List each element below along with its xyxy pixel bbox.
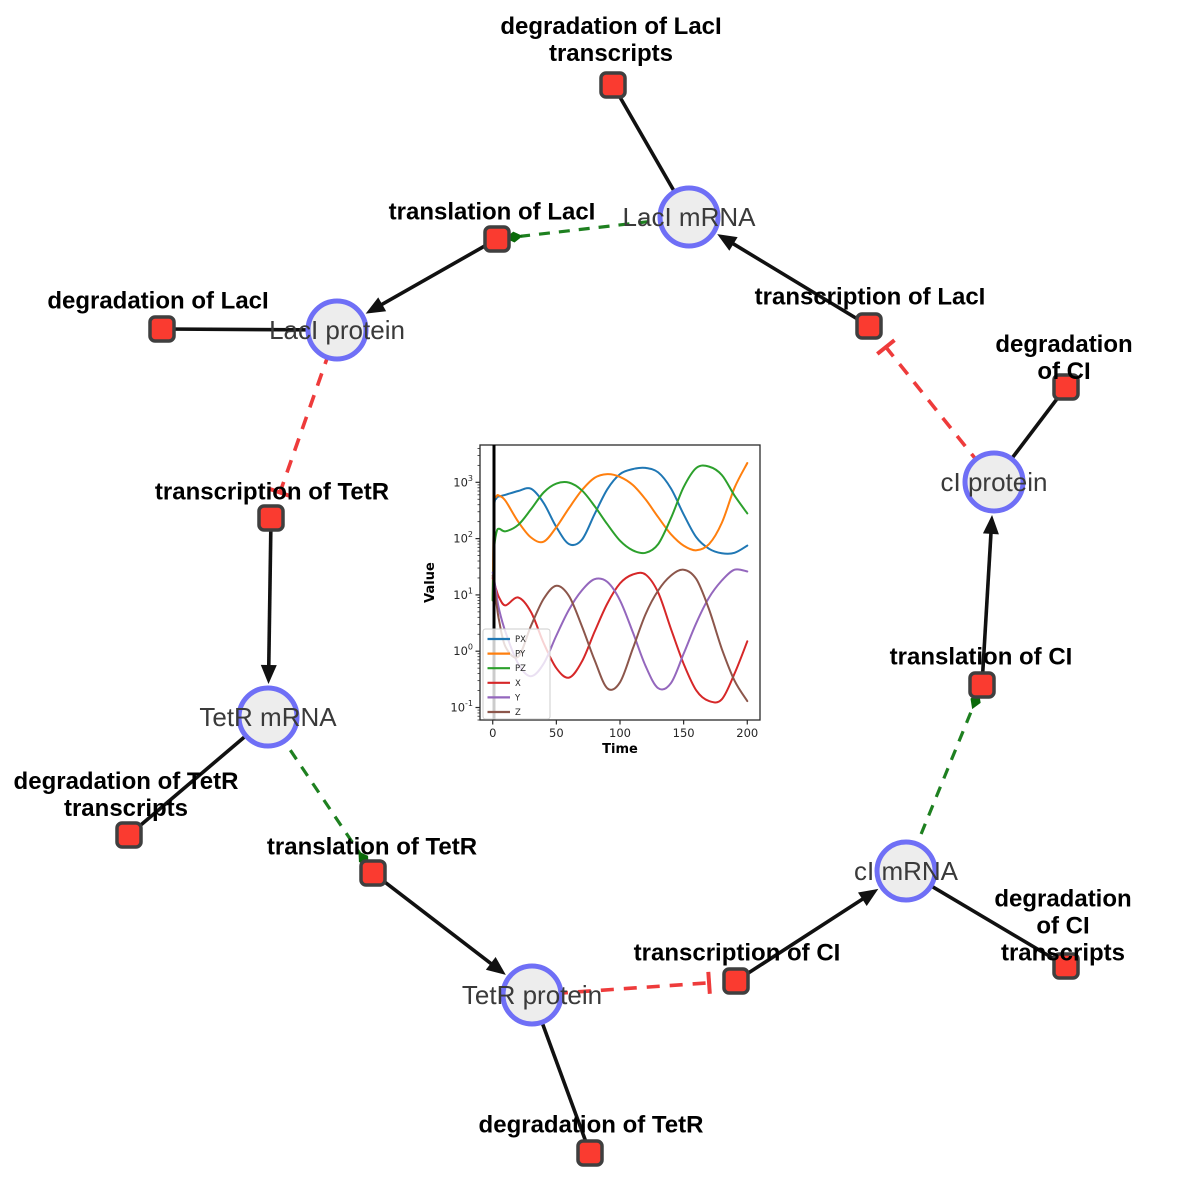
reaction-node-deg-tetr[interactable]	[576, 1139, 604, 1167]
arrowhead-icon	[857, 888, 879, 906]
reaction-node-translation-laci[interactable]	[483, 225, 511, 253]
reaction-node-translation-tetr[interactable]	[359, 859, 387, 887]
arrowhead-icon	[365, 297, 387, 314]
chart-legend: PX PY PZ XYZ	[482, 628, 551, 720]
species-node-tetr-protein[interactable]	[500, 963, 564, 1027]
x-tick-label: 50	[549, 726, 564, 740]
legend-label-X: X	[515, 679, 521, 689]
arrowhead-icon	[260, 664, 277, 685]
arrowhead-icon	[717, 234, 738, 251]
species-node-tetr-mrna[interactable]	[236, 685, 300, 749]
edge-transcription-ci--ci-mrna	[735, 888, 879, 983]
arrowhead-icon	[485, 956, 506, 975]
species-node-laci-protein[interactable]	[305, 298, 369, 362]
reaction-node-deg-laci[interactable]	[148, 315, 176, 343]
timeseries-inset-chart: 0 50 100 150 20010-1100101102103TimeValuePXP…	[423, 444, 761, 757]
series-line-PX	[491, 466, 749, 602]
series-line-X	[491, 571, 749, 704]
y-tick-label: 10-1	[450, 699, 473, 715]
x-tick-label: 200	[736, 726, 758, 740]
reaction-node-deg-laci-transcripts[interactable]	[599, 71, 627, 99]
nodes-layer	[115, 71, 1080, 1167]
edge-translation-tetr--tetr-protein	[371, 871, 506, 975]
series-line-PZ	[491, 464, 749, 602]
edge-translation-laci--laci-protein	[365, 237, 498, 314]
reaction-node-deg-ci[interactable]	[1052, 373, 1080, 401]
species-node-laci-mrna[interactable]	[657, 185, 721, 249]
inhibition-tee-icon	[268, 486, 291, 499]
x-tick-label: 0	[489, 726, 496, 740]
y-tick-label: 101	[453, 586, 473, 602]
edge-transcription-laci--laci-mrna	[717, 234, 870, 328]
series-line-PY	[491, 462, 749, 602]
legend-label-PX: PX	[515, 635, 526, 645]
y-tick-label: 100	[453, 643, 473, 659]
species-node-ci-protein[interactable]	[962, 450, 1026, 514]
reaction-node-translation-ci[interactable]	[968, 671, 996, 699]
y-axis-label: Value	[423, 562, 438, 603]
reaction-node-transcription-laci[interactable]	[855, 312, 883, 340]
reaction-node-transcription-tetr[interactable]	[257, 504, 285, 532]
legend-label-PZ: PZ	[515, 664, 526, 674]
legend-label-Z: Z	[515, 708, 521, 718]
inhibition-tee-icon	[706, 971, 712, 994]
species-node-ci-mrna[interactable]	[874, 839, 938, 903]
arrowhead-icon	[982, 514, 999, 535]
x-tick-label: 150	[673, 726, 695, 740]
edge-transcription-tetr--tetr-mrna	[260, 517, 277, 685]
reaction-node-deg-tetr-transcripts[interactable]	[115, 821, 143, 849]
legend-label-PY: PY	[515, 650, 526, 660]
inhibition-tee-icon	[876, 338, 896, 356]
y-tick-label: 103	[453, 474, 473, 490]
reaction-node-transcription-ci[interactable]	[722, 967, 750, 995]
legend-label-Y: Y	[514, 693, 521, 703]
edge-translation-ci--ci-protein	[980, 514, 999, 686]
x-tick-label: 100	[609, 726, 631, 740]
x-axis-label: Time	[602, 742, 638, 757]
reaction-node-deg-ci-transcripts[interactable]	[1052, 952, 1080, 980]
y-tick-label: 102	[453, 530, 473, 546]
